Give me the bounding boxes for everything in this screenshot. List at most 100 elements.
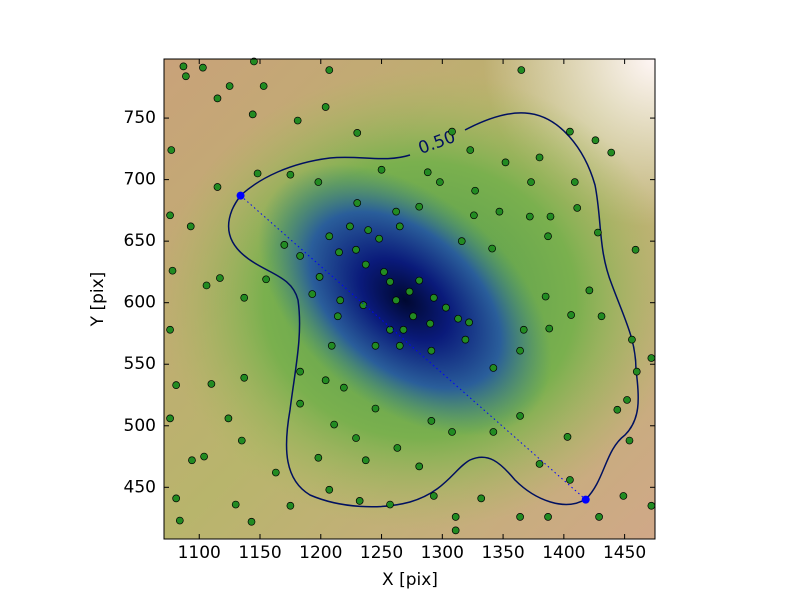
data-point [225,82,234,90]
data-point [172,381,181,390]
data-point [399,325,408,334]
segment-line [240,195,587,500]
data-point [315,272,324,281]
data-point [393,444,402,452]
data-point [361,456,370,465]
data-point [489,428,498,436]
data-point [380,268,388,276]
data-point [395,222,404,231]
data-point [488,244,496,253]
contour-line [227,112,640,508]
data-point [314,453,323,462]
data-point [517,66,526,74]
data-point [527,178,535,186]
data-point [448,127,456,136]
data-point [525,212,534,221]
data-point [595,512,603,521]
data-point [448,428,456,436]
y-tick-label: 550 [124,354,156,374]
data-point [535,460,544,468]
x-axis-label: X [pix] [382,570,438,590]
data-point [607,148,616,157]
data-point [231,500,240,509]
data-point [546,212,555,221]
data-point [436,178,444,186]
data-point [224,414,233,423]
data-point [166,211,174,220]
data-point [392,296,400,305]
data-point [628,335,636,344]
data-point [352,245,360,254]
data-point [188,456,196,465]
data-point [451,526,460,535]
data-point [336,296,345,305]
data-point [280,240,289,249]
data-point [168,266,177,275]
data-point [423,168,432,177]
data-point [308,290,317,298]
data-point [247,517,256,526]
data-point [321,376,330,385]
data-point [470,211,478,220]
y-tick-label: 750 [124,108,156,128]
data-point [395,341,404,350]
data-point [631,245,640,254]
data-point [166,414,174,423]
data-point [405,287,414,296]
y-axis-label: Y [pix] [88,272,108,328]
data-point [501,158,510,167]
data-point [199,63,207,72]
data-point [353,199,362,207]
data-point [591,136,600,145]
data-point [172,494,181,503]
data-point [619,492,628,500]
data-point [327,341,336,350]
y-tick-label: 600 [124,293,156,313]
data-point [415,202,424,211]
data-point [375,234,383,243]
data-point [321,103,330,111]
data-point [597,312,606,321]
x-tick-label: 1250 [360,543,403,563]
data-point [563,432,572,441]
data-point [353,128,362,137]
data-point [253,169,262,178]
data-point [386,277,394,286]
data-point [541,292,550,301]
data-point [213,94,222,103]
y-tick-label: 450 [124,477,156,497]
data-point [248,110,257,119]
data-point [262,275,270,284]
data-point [516,412,524,420]
data-point [623,396,631,404]
y-tick-label: 650 [124,231,156,251]
data-point [240,293,249,302]
data-point [566,127,574,136]
data-point [594,228,602,237]
data-point [429,293,438,302]
data-point [271,468,280,477]
x-tick-label: 1300 [421,543,464,563]
data-point [364,226,373,234]
x-tick-label: 1350 [481,543,524,563]
data-point [250,57,258,66]
data-point [296,252,304,260]
data-point [179,62,188,71]
data-point [167,146,176,154]
data-point [186,222,195,231]
data-point [333,312,342,321]
x-tick-label: 1150 [238,543,281,563]
data-point [352,434,360,442]
data-point [457,237,466,246]
data-point [340,383,348,392]
data-point [442,303,450,312]
data-point [427,416,436,425]
data-point [516,512,524,521]
data-point [415,276,424,285]
y-tick-label: 500 [124,416,156,436]
data-point [489,364,498,372]
data-point [200,452,208,461]
data-point [335,248,343,257]
data-point [386,500,394,509]
data-point [286,170,295,179]
